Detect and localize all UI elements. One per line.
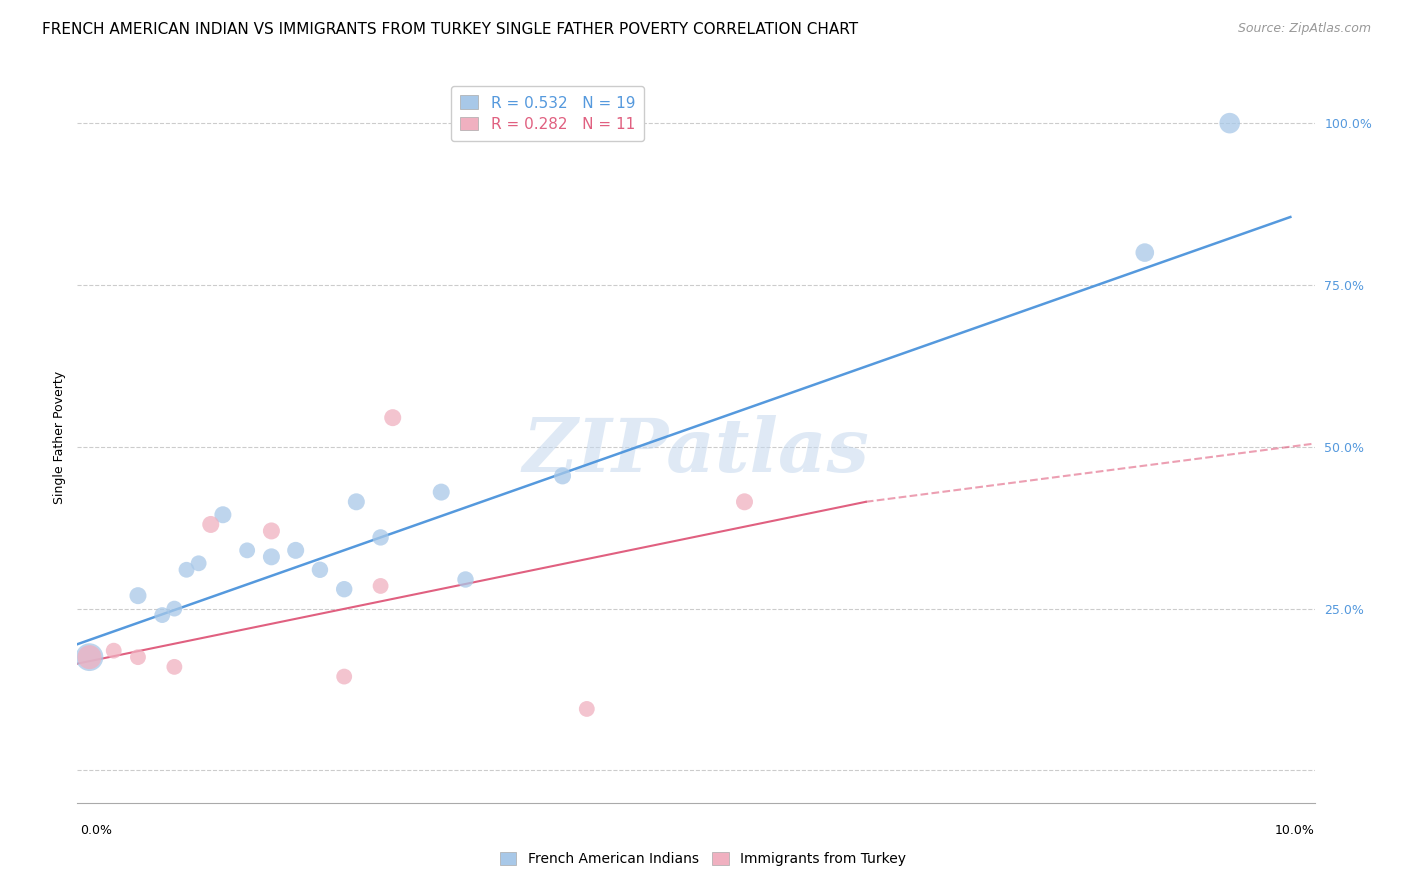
Text: ZIPatlas: ZIPatlas (523, 416, 869, 488)
Point (370, 530, 392, 544)
Point (333, 669, 356, 683)
Point (381, 410, 404, 425)
Point (200, 517, 222, 532)
Point (187, 557, 209, 571)
Point (734, 495, 756, 509)
Point (163, 660, 186, 674)
Point (79, 650, 101, 665)
Text: 10.0%: 10.0% (1275, 824, 1315, 837)
Point (163, 601, 186, 615)
Point (1219, 116, 1241, 130)
Point (103, 643, 125, 657)
Point (150, 608, 173, 623)
Point (333, 582, 356, 597)
Point (176, 563, 198, 577)
Point (79, 650, 101, 665)
Text: 0.0%: 0.0% (80, 824, 112, 837)
Point (344, 495, 367, 509)
Point (309, 563, 332, 577)
Point (575, 702, 598, 716)
Text: Source: ZipAtlas.com: Source: ZipAtlas.com (1237, 22, 1371, 36)
Point (236, 543, 259, 558)
Point (370, 579, 392, 593)
Point (127, 650, 149, 665)
Point (127, 589, 149, 603)
Point (212, 508, 235, 522)
Point (1133, 245, 1156, 260)
Point (430, 485, 453, 500)
Point (454, 573, 477, 587)
Legend: French American Indians, Immigrants from Turkey: French American Indians, Immigrants from… (495, 847, 911, 871)
Text: FRENCH AMERICAN INDIAN VS IMMIGRANTS FROM TURKEY SINGLE FATHER POVERTY CORRELATI: FRENCH AMERICAN INDIAN VS IMMIGRANTS FRO… (42, 22, 858, 37)
Point (551, 469, 574, 483)
Legend: R = 0.532   N = 19, R = 0.282   N = 11: R = 0.532 N = 19, R = 0.282 N = 11 (451, 87, 644, 141)
Point (260, 549, 283, 564)
Point (284, 543, 307, 558)
Y-axis label: Single Father Poverty: Single Father Poverty (53, 370, 66, 504)
Point (260, 524, 283, 538)
